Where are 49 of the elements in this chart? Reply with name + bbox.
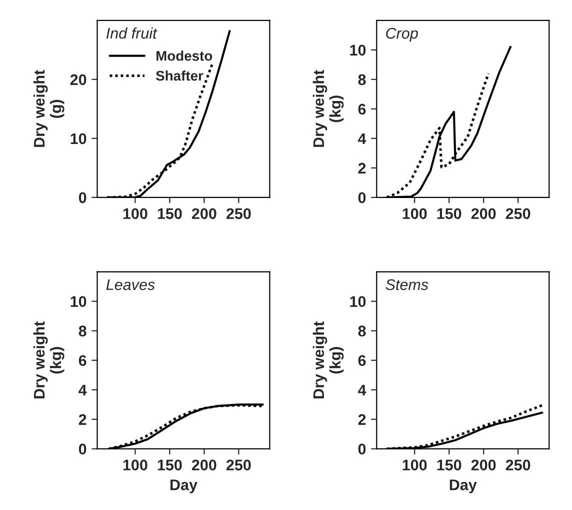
x-tick-label: 150 [437,460,462,470]
y-tick-label: 0 [358,192,366,204]
chart-title: Crop [386,28,418,42]
x-tick-label: 200 [192,208,216,220]
x-tick-label: 250 [226,460,251,470]
x-axis-title: Day [170,480,198,494]
y-axis-title: Dry weight (g) [33,70,64,147]
chart-title: Ind fruit [106,27,158,39]
y-axis-title: Dry weight (kg) [33,321,64,398]
x-tick-label: 200 [471,208,496,220]
x-tick-label: 100 [123,208,148,220]
y-axis-title: Dry weight (kg) [312,321,344,398]
x-axis-title: Day [450,480,477,494]
y-tick-label: 4 [358,133,366,144]
x-tick-label: 250 [226,208,251,220]
x-tick-label: 250 [506,460,530,470]
y-tick-label: 10 [70,133,86,144]
chart-title: Stems [386,279,428,290]
x-tick-label: 200 [192,460,216,470]
y-tick-label: 2 [358,414,366,425]
x-tick-label: 100 [402,460,427,470]
x-tick-label: 250 [506,208,530,220]
y-tick-label: 0 [78,192,86,204]
y-tick-label: 0 [78,444,86,454]
x-tick-label: 100 [402,208,427,220]
y-tick-label: 8 [78,326,86,336]
x-tick-label: 150 [158,208,182,220]
y-tick-label: 8 [358,326,366,336]
y-tick-label: 4 [358,384,366,396]
y-tick-label: 20 [70,74,86,86]
y-tick-label: 8 [358,74,366,86]
y-axis-title: Dry weight (kg) [312,70,344,147]
legend-label: Modesto [156,50,212,61]
y-tick-label: 0 [358,444,366,454]
y-tick-label: 6 [358,355,366,366]
y-tick-label: 6 [78,355,86,366]
x-tick-label: 150 [158,460,182,470]
chart-title: Leaves [106,279,155,290]
x-tick-label: 100 [123,460,148,470]
x-tick-label: 200 [471,460,496,470]
y-tick-label: 4 [78,384,87,396]
y-tick-label: 2 [358,162,366,174]
y-tick-label: 2 [78,414,86,425]
x-tick-label: 150 [437,208,462,220]
legend-label: Shafter [156,70,204,81]
y-tick-label: 10 [350,44,366,56]
y-tick-label: 10 [350,296,366,307]
y-tick-label: 10 [70,296,86,307]
y-tick-label: 6 [358,104,366,115]
